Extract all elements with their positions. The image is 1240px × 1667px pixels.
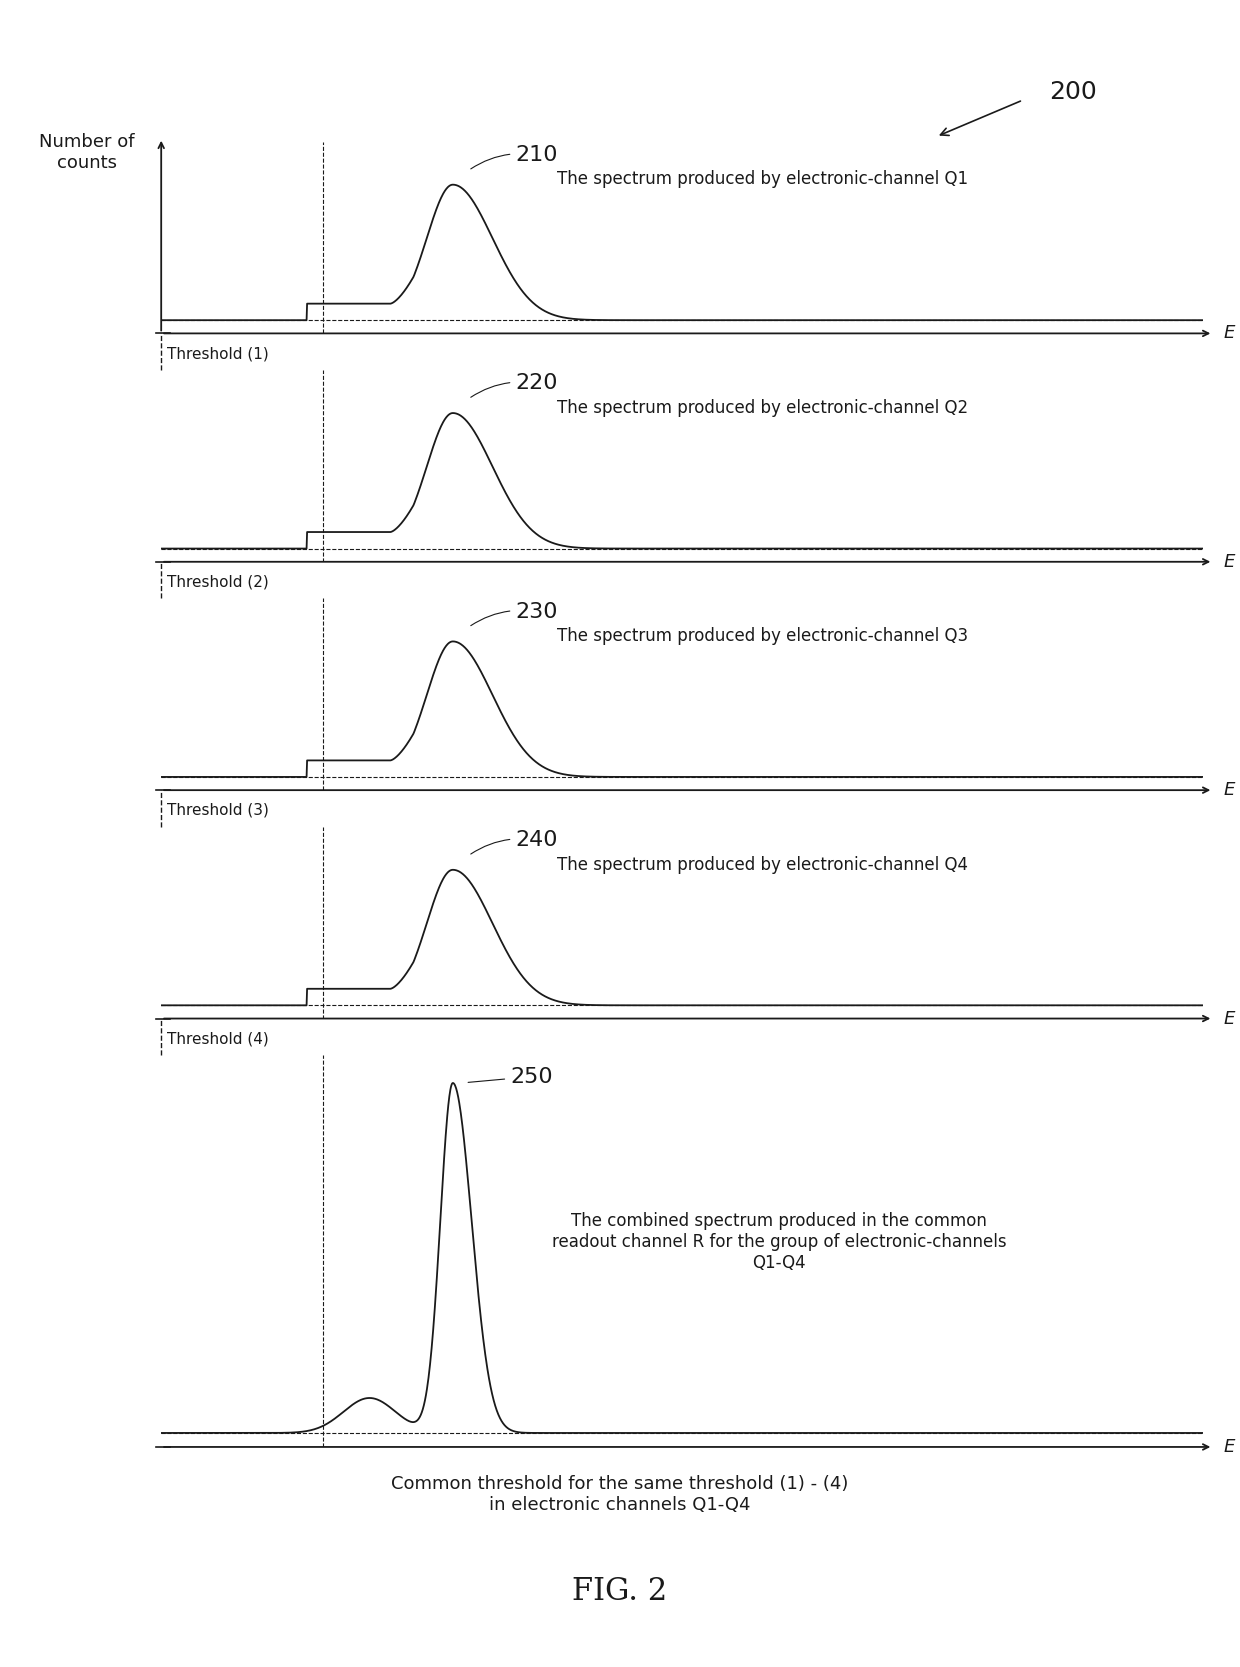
Text: Threshold (2): Threshold (2) [167, 575, 269, 590]
Text: FIG. 2: FIG. 2 [573, 1577, 667, 1607]
Text: E: E [1224, 553, 1235, 570]
Text: Threshold (3): Threshold (3) [167, 803, 269, 818]
Text: E: E [1224, 325, 1235, 342]
Text: Threshold (1): Threshold (1) [167, 347, 269, 362]
Text: Common threshold for the same threshold (1) - (4)
in electronic channels Q1-Q4: Common threshold for the same threshold … [392, 1475, 848, 1514]
Text: 220: 220 [471, 373, 558, 397]
Text: 200: 200 [1049, 80, 1096, 103]
Text: Number of
counts: Number of counts [38, 133, 135, 172]
Text: The spectrum produced by electronic-channel Q4: The spectrum produced by electronic-chan… [557, 855, 968, 874]
Text: 240: 240 [471, 830, 558, 854]
Text: E: E [1224, 782, 1235, 798]
Text: 230: 230 [471, 602, 558, 625]
Text: The spectrum produced by electronic-channel Q2: The spectrum produced by electronic-chan… [557, 398, 968, 417]
Text: The combined spectrum produced in the common
readout channel R for the group of : The combined spectrum produced in the co… [552, 1212, 1007, 1272]
Text: The spectrum produced by electronic-channel Q1: The spectrum produced by electronic-chan… [557, 170, 968, 188]
Text: 210: 210 [471, 145, 558, 168]
Text: Threshold (4): Threshold (4) [167, 1032, 269, 1047]
Text: The spectrum produced by electronic-channel Q3: The spectrum produced by electronic-chan… [557, 627, 968, 645]
Text: E: E [1224, 1439, 1235, 1455]
Text: 250: 250 [469, 1067, 553, 1087]
Text: E: E [1224, 1010, 1235, 1027]
